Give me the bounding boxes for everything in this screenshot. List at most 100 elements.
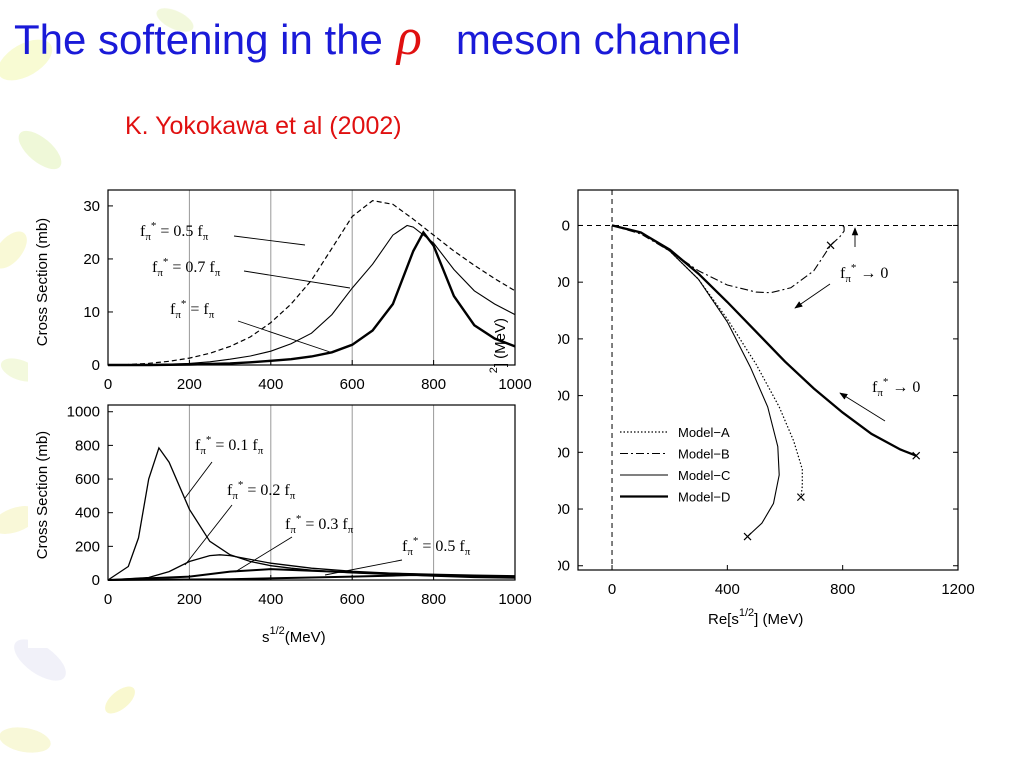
annotation-part: π: [203, 231, 209, 243]
legend-label: Model−C: [678, 468, 730, 483]
annotation: fπ* → 0: [872, 376, 920, 399]
y-axis-label: 2] (MeV): [488, 318, 509, 373]
annotation-arrow: [184, 504, 233, 566]
x-axis-label-part: (MeV): [285, 629, 326, 646]
annotation-arrow: [184, 461, 213, 499]
x-tick-label: 200: [177, 376, 202, 393]
annotation-part: f: [227, 482, 233, 499]
title-text: meson channel: [456, 16, 741, 63]
plot-frame: [107, 189, 516, 366]
annotation-part: *: [181, 298, 187, 310]
annotation-part: π: [258, 445, 264, 457]
x-tick-label: 400: [258, 591, 283, 608]
annotation-part: f: [285, 516, 291, 533]
x-tick-label: 600: [340, 376, 365, 393]
annotation-part: *: [851, 262, 857, 274]
y-axis-label: Cross Section (mb): [34, 218, 51, 346]
annotation-part: f: [152, 259, 158, 276]
pole-marker: [796, 493, 805, 502]
chart-right: 040080012000−200−40000000000Model−AModel…: [536, 189, 975, 628]
annotation-arrow: [839, 392, 886, 422]
title: The softening in the ρ meson channel: [14, 9, 741, 66]
x-axis-label-part: ] (MeV): [754, 611, 803, 628]
x-tick-label: 0: [104, 376, 112, 393]
annotation: fπ* = 0.5 fπ: [402, 535, 471, 558]
annotation: fπ* = 0.2 fπ: [227, 479, 296, 502]
annotation: fπ* = 0.5 fπ: [140, 220, 209, 243]
x-tick-label: 200: [177, 591, 202, 608]
annotation-part: π: [290, 524, 296, 536]
y-tick-label: 200: [75, 538, 100, 555]
annotation-part: *: [296, 513, 302, 525]
annotation-part: f: [872, 379, 878, 396]
y-tick-label: 800: [75, 437, 100, 454]
y-axis-label-part: 2: [488, 367, 500, 373]
series-line: [611, 224, 917, 457]
annotation-part: *: [206, 434, 212, 446]
x-tick-label: 800: [421, 591, 446, 608]
annotation-part: = 0.7 f: [168, 259, 215, 276]
y-tick-label: 30: [83, 198, 100, 215]
y-axis-label: Cross Section (mb): [34, 431, 51, 559]
panel-background: [28, 398, 558, 648]
x-tick-label: 800: [830, 581, 855, 598]
x-tick-label: 0: [104, 591, 112, 608]
annotation-part: f: [402, 538, 408, 555]
series-line: [108, 230, 516, 367]
x-tick-label: 400: [715, 581, 740, 598]
annotation-part: f: [840, 265, 846, 282]
annotation: fπ* = 0.7 fπ: [152, 256, 221, 279]
x-axis-label-part: 1/2: [270, 625, 285, 637]
x-axis-label: s1/2(MeV): [262, 625, 326, 646]
title-text: The softening in the: [14, 16, 383, 63]
annotation-arrow: [794, 283, 831, 309]
y-tick-label: 600: [75, 471, 100, 488]
annotation: fπ* = 0.3 fπ: [285, 513, 354, 536]
annotation-arrow: [233, 235, 306, 246]
y-tick-label: 400: [75, 505, 100, 522]
annotation-arrow: [234, 536, 293, 573]
chart-bottom-left: 0 200 400 600 800 1000 0 200 400 600 800 1000 Cross …: [28, 398, 558, 648]
annotation-part: π: [175, 309, 181, 321]
annotation-part: = f: [186, 301, 209, 318]
legend-label: Model−B: [678, 447, 730, 462]
x-axis-label-part: s: [262, 629, 270, 646]
annotation-part: *: [151, 220, 157, 232]
annotation-arrow: [243, 270, 351, 289]
annotation-part: π: [348, 524, 354, 536]
annotation-part: π: [209, 309, 215, 321]
series-line: [107, 568, 516, 581]
y-axis-label-part: ] (MeV): [492, 318, 509, 367]
annotation-part: → 0: [856, 265, 888, 282]
annotation-part: f: [170, 301, 176, 318]
subtitle: K. Yokokawa et al (2002): [125, 112, 402, 140]
annotation-part: *: [163, 256, 169, 268]
x-tick-label: 400: [258, 376, 283, 393]
annotation-arrow: [324, 559, 403, 576]
x-axis-label-part: Re[s: [708, 611, 739, 628]
annotation-part: π: [200, 445, 206, 457]
annotation-part: π: [845, 273, 851, 285]
overlay: 2] (MeV): [488, 318, 509, 373]
y-tick-label: 0: [562, 217, 570, 234]
annotation-part: f: [195, 437, 201, 454]
x-tick-label: 1000: [498, 376, 531, 393]
y-tick-label: 10: [83, 304, 100, 321]
x-tick-label: 0: [608, 581, 616, 598]
annotation-part: → 0: [888, 379, 920, 396]
annotation-part: π: [407, 546, 413, 558]
annotation: fπ* = 0.1 fπ: [195, 434, 264, 457]
annotation-part: *: [238, 479, 244, 491]
x-tick-label: 800: [421, 376, 446, 393]
chart-top-left: 0 200 400 600 800 1000 0 10 20 30 Cross Section (m…: [28, 180, 558, 402]
annotation-arrow: [237, 320, 331, 353]
annotation-part: π: [290, 490, 296, 502]
annotation-part: π: [232, 490, 238, 502]
x-axis-label-part: 1/2: [739, 607, 754, 619]
annotation-part: = 0.2 f: [243, 482, 290, 499]
annotation: fπ* → 0: [840, 262, 888, 285]
x-tick-label: 1200: [941, 581, 974, 598]
annotation-part: f: [140, 223, 146, 240]
